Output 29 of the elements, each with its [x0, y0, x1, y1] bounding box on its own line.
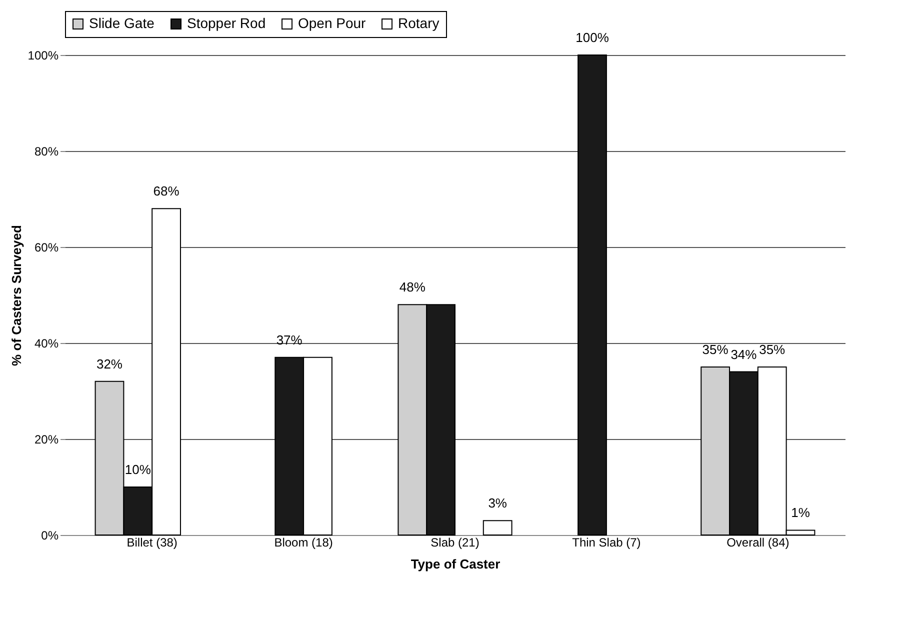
y-tick-label: 60%	[34, 240, 59, 254]
x-tick-label: Bloom (18)	[274, 536, 333, 550]
data-label: 48%	[399, 280, 426, 295]
bar	[578, 54, 607, 536]
legend-label: Rotary	[398, 15, 440, 31]
legend-label: Stopper Rod	[187, 15, 266, 31]
y-tick-label: 80%	[34, 144, 59, 158]
y-tick-label: 0%	[41, 528, 59, 542]
data-label: 100%	[576, 30, 610, 45]
y-tick-label: 40%	[34, 336, 59, 350]
legend-label: Open Pour	[298, 15, 366, 31]
x-tick-label: Slab (21)	[430, 536, 480, 550]
data-label: 3%	[488, 496, 508, 511]
data-label: 35%	[759, 342, 786, 357]
y-tick-label: 20%	[34, 432, 59, 446]
x-tick-label: Thin Slab (7)	[572, 536, 641, 550]
x-axis-title: Type of Caster	[410, 556, 500, 572]
data-label: 32%	[96, 356, 123, 372]
x-tick-label: Overall (84)	[726, 536, 790, 550]
data-label: 34%	[730, 346, 758, 362]
data-label: 10%	[124, 462, 152, 477]
y-axis-title: % of Casters Surveyed	[8, 225, 24, 366]
y-tick-label: 100%	[28, 48, 59, 62]
data-label: 1%	[791, 505, 810, 520]
data-label: 68%	[153, 184, 180, 199]
data-label: 35%	[702, 342, 729, 357]
bar	[482, 520, 512, 536]
x-tick-label: Billet (38)	[126, 536, 178, 550]
legend-label: Slide Gate	[89, 15, 155, 31]
